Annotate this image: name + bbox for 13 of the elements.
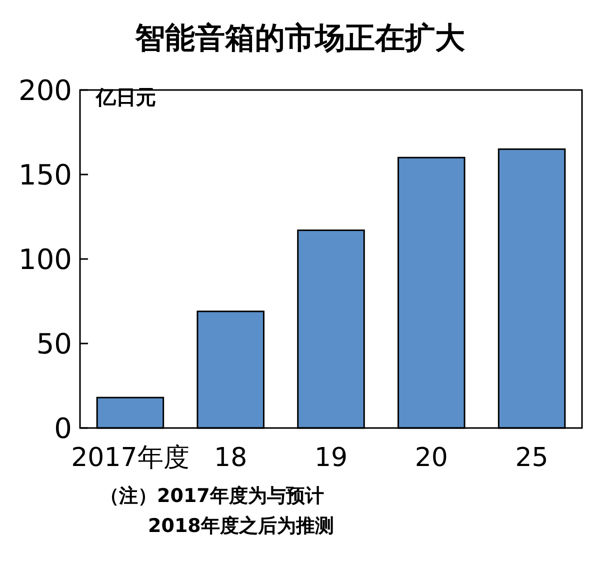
y-tick-label: 200 (18, 74, 72, 107)
x-tick-label: 20 (414, 443, 448, 473)
y-tick-label: 50 (36, 328, 72, 360)
title: 智能音箱的市场正在扩大 (135, 21, 465, 56)
y-tick-label: 0 (54, 412, 72, 445)
y-tick-label: 150 (18, 158, 72, 192)
x-tick-label: 18 (214, 443, 248, 473)
note: 2018年度之后为推测 (148, 515, 334, 537)
x-tick-label: 25 (515, 443, 548, 473)
y-tick-label: 100 (18, 243, 72, 276)
note: （注）2017年度为与预计 (100, 485, 324, 507)
x-tick-label: 2017年度 (71, 443, 190, 473)
x-tick-label: 19 (314, 443, 348, 473)
